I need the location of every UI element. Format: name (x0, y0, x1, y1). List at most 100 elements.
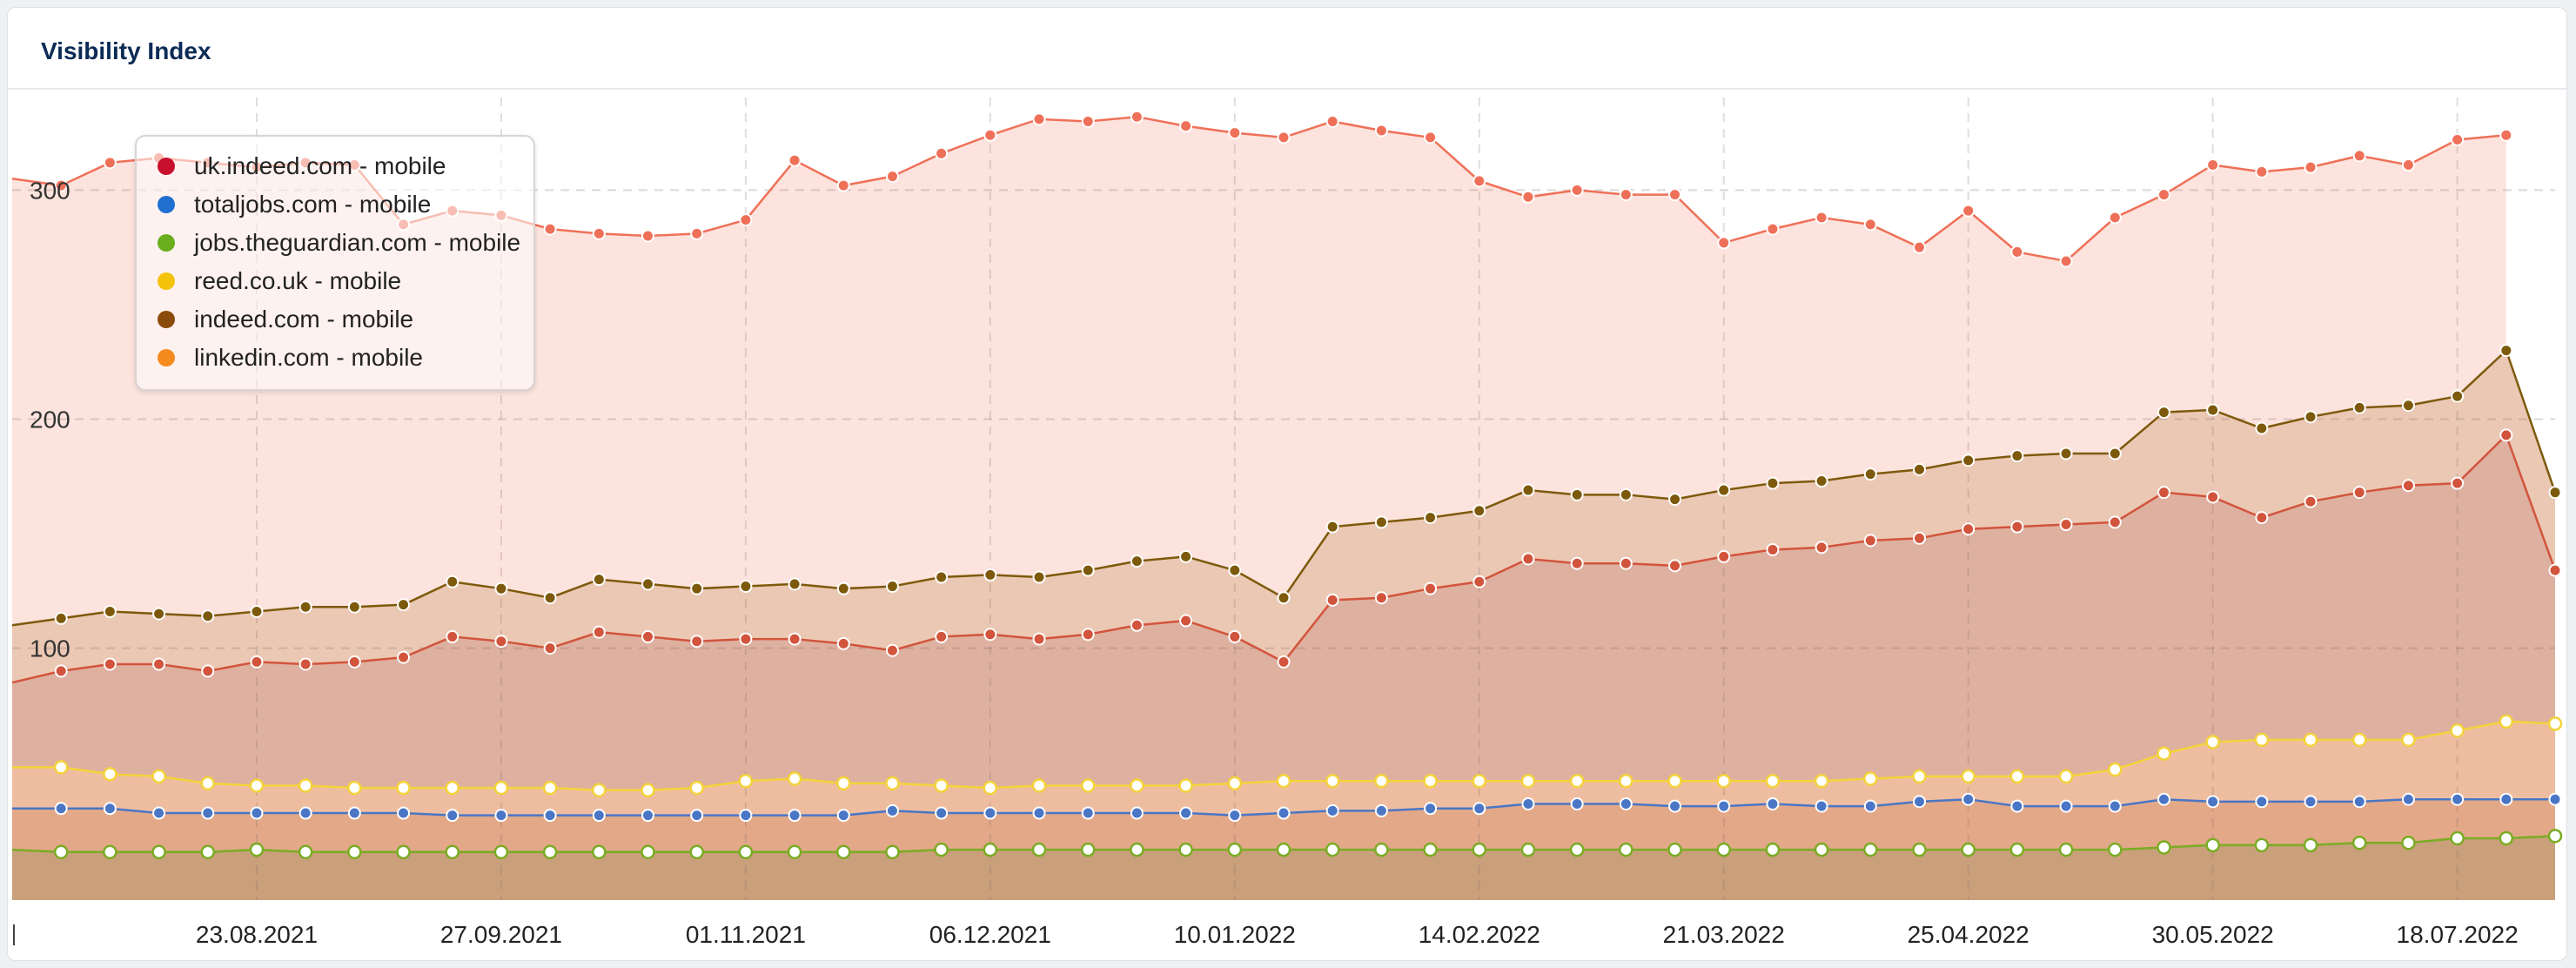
x-tick-label: 27.09.2021 (440, 921, 562, 948)
data-point (2499, 792, 2513, 806)
data-point (1667, 842, 1682, 857)
data-point (1619, 773, 1633, 789)
data-point (1081, 806, 1095, 820)
data-point (2255, 795, 2269, 809)
data-point (934, 778, 949, 793)
data-point (250, 604, 264, 618)
data-point (739, 809, 753, 823)
data-point (1081, 563, 1095, 577)
data-point (542, 780, 558, 796)
legend-item[interactable]: linkedin.com - mobile (137, 339, 533, 377)
y-tick-label: 100 (30, 635, 70, 662)
data-point (543, 222, 557, 236)
data-point (1863, 799, 1877, 813)
data-point (1472, 773, 1487, 789)
data-point (1277, 591, 1291, 605)
data-point (1228, 126, 1242, 140)
data-point (983, 128, 997, 142)
data-point (836, 809, 850, 823)
data-point (1472, 174, 1486, 188)
data-point (1668, 799, 1682, 813)
data-point (788, 632, 802, 646)
data-point (592, 844, 607, 859)
legend-item[interactable]: totaljobs.com - mobile (137, 185, 533, 224)
data-point (2352, 400, 2366, 414)
data-point (2303, 732, 2318, 748)
data-point (1032, 806, 1046, 820)
data-point (1863, 771, 1878, 786)
data-point (935, 806, 949, 820)
data-point (151, 844, 166, 859)
data-point (493, 780, 509, 796)
data-point (1765, 842, 1781, 857)
data-point (543, 591, 557, 605)
x-tick-label: 06.12.2021 (929, 921, 1051, 948)
legend-item[interactable]: indeed.com - mobile (137, 300, 533, 339)
data-point (738, 844, 754, 859)
data-point (787, 771, 802, 786)
data-point (152, 806, 166, 820)
data-point (2206, 490, 2220, 504)
data-point (2157, 188, 2170, 202)
data-point (397, 598, 411, 612)
data-point (201, 806, 215, 820)
data-point (53, 760, 69, 775)
data-point (1032, 570, 1046, 584)
data-point (983, 568, 997, 581)
data-point (836, 178, 850, 192)
data-point (1277, 806, 1291, 820)
data-point (2058, 842, 2074, 857)
data-point (1179, 806, 1193, 820)
data-point (2547, 829, 2563, 844)
data-point (1080, 842, 1096, 857)
data-point (2058, 769, 2074, 784)
data-point (1814, 773, 1829, 789)
data-point (1863, 842, 1878, 857)
legend-item[interactable]: reed.co.uk - mobile (137, 262, 533, 300)
data-point (836, 776, 851, 791)
data-point (2206, 795, 2220, 809)
data-point (1766, 797, 1780, 810)
legend-label: totaljobs.com - mobile (194, 191, 432, 218)
x-tick-label: 30.05.2022 (2152, 921, 2274, 948)
data-point (885, 580, 899, 594)
data-point (1325, 803, 1339, 817)
data-point (1032, 632, 1046, 646)
data-point (1325, 114, 1339, 128)
data-point (1962, 204, 1976, 218)
data-point (1374, 515, 1388, 529)
data-point (2010, 449, 2024, 463)
data-point (1863, 218, 1877, 232)
data-point (397, 650, 411, 664)
y-tick-label: 300 (30, 177, 70, 204)
data-point (1227, 776, 1243, 791)
data-point (2303, 837, 2318, 853)
x-tick-label: 01.11.2021 (686, 921, 806, 948)
data-point (1815, 541, 1828, 555)
data-point (1472, 842, 1487, 857)
data-point (2401, 399, 2415, 413)
legend-item[interactable]: jobs.theguardian.com - mobile (137, 224, 533, 262)
legend-dot-icon (158, 234, 175, 252)
data-point (2009, 769, 2025, 784)
legend-dot-icon (158, 158, 175, 175)
data-point (935, 570, 949, 584)
data-point (2108, 842, 2123, 857)
data-point (2010, 799, 2024, 813)
data-point (641, 229, 654, 243)
data-point (1081, 628, 1095, 642)
data-point (2548, 792, 2562, 806)
data-point (1766, 476, 1780, 490)
data-point (1521, 797, 1535, 810)
data-point (738, 773, 754, 789)
x-tick-label: 14.02.2022 (1419, 921, 1540, 948)
data-point (2157, 840, 2171, 855)
data-point (1179, 119, 1193, 133)
data-point (2499, 344, 2513, 358)
data-point (1130, 778, 1144, 793)
legend-item[interactable]: uk.indeed.com - mobile (137, 147, 533, 185)
data-point (934, 842, 949, 857)
y-tick-label: 200 (30, 406, 70, 433)
data-point (1717, 236, 1731, 250)
data-point (1472, 575, 1486, 588)
